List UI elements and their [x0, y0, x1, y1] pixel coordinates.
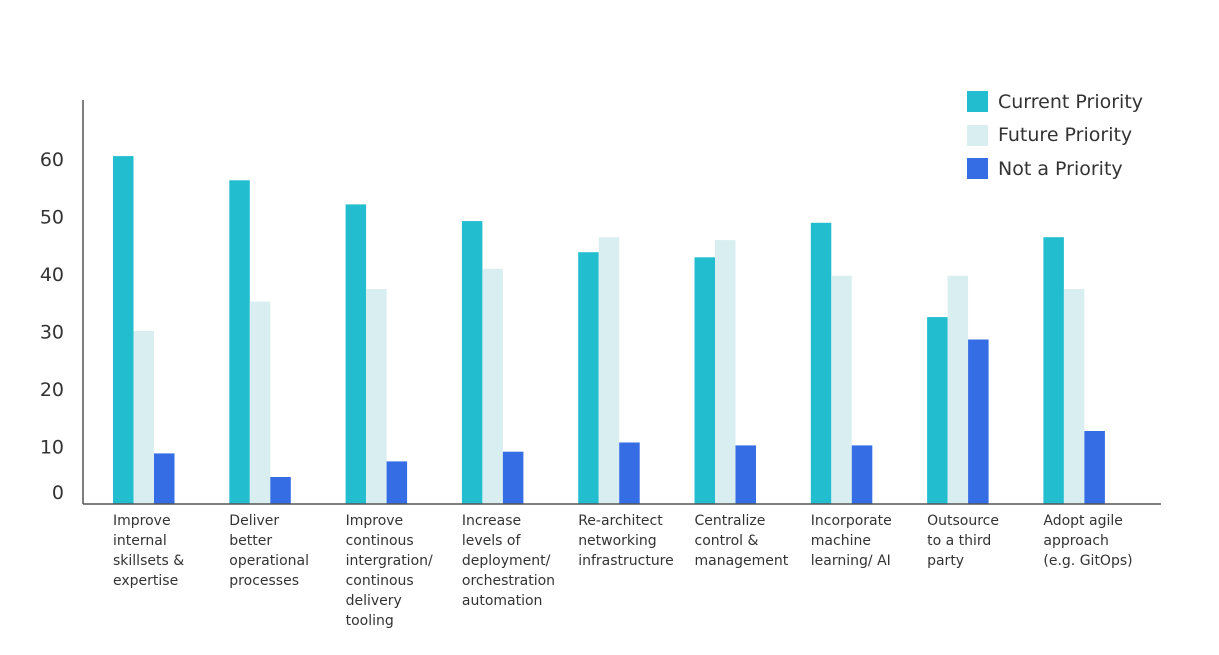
bar-future-priority-5: [598, 237, 620, 504]
bar-current-priority-8: [927, 317, 948, 504]
x-axis-category-label: Improve continous intergration/ continou…: [345, 513, 433, 629]
bar-future-priority-3: [366, 289, 387, 504]
legend-swatch-current-priority: [967, 91, 988, 113]
bar-not-a-priority-7: [851, 445, 873, 504]
bar-future-priority-7: [831, 275, 852, 504]
bar-not-a-priority-9: [1084, 431, 1105, 504]
bar-not-a-priority-3: [386, 461, 408, 504]
bar-not-a-priority-8: [968, 339, 989, 504]
y-tick-label: 10: [40, 437, 64, 459]
bar-future-priority-6: [715, 240, 736, 504]
legend-swatch-not-a-priority: [967, 158, 988, 180]
x-axis-category-label: Incorporate machine learning/ AI: [810, 513, 892, 569]
y-tick-label: 0: [52, 482, 64, 504]
bar-current-priority-9: [1043, 237, 1064, 504]
legend-swatch-future-priority: [967, 124, 988, 146]
legend-label-current-priority: Current Priority: [998, 90, 1144, 113]
bar-current-priority-3: [345, 204, 367, 504]
y-tick-label: 40: [40, 264, 64, 286]
x-axis-category-label: Increase levels of deployment/ orchestra…: [461, 513, 556, 609]
bar-not-a-priority-1: [154, 453, 175, 504]
y-tick-label: 50: [40, 207, 64, 229]
y-axis-ticks: 0 10 20 30 40 50 60: [40, 149, 64, 504]
bar-not-a-priority-4: [502, 451, 524, 504]
legend-item-not-a-priority: Not a Priority: [967, 152, 1143, 186]
legend-item-future-priority: Future Priority: [967, 119, 1143, 153]
legend-item-current-priority: Current Priority: [967, 85, 1143, 119]
bar-future-priority-9: [1063, 289, 1085, 504]
bar-not-a-priority-2: [270, 477, 291, 504]
bar-current-priority-1: [113, 156, 134, 504]
bar-current-priority-4: [461, 221, 483, 504]
bars-group: [113, 156, 1105, 505]
bar-future-priority-2: [249, 301, 271, 504]
legend: Current Priority Future Priority Not a P…: [967, 85, 1143, 186]
bar-current-priority-6: [694, 257, 715, 504]
y-tick-label: 30: [40, 322, 64, 344]
bar-current-priority-2: [229, 180, 250, 505]
x-axis-category-label: Centralize control & management: [694, 513, 789, 569]
x-axis-category-label: Re-architect networking infrastructure: [578, 513, 674, 569]
legend-label-future-priority: Future Priority: [998, 124, 1133, 147]
x-axis-category-label: Deliver better operational processes: [229, 513, 309, 589]
y-tick-label: 60: [40, 149, 64, 171]
x-axis-category-label: Adopt agile approach (e.g. GitOps): [1043, 513, 1133, 569]
bar-future-priority-4: [482, 268, 503, 504]
x-axis-category-label: Outsource to a third party: [927, 513, 999, 569]
y-tick-label: 20: [40, 379, 64, 401]
legend-label-not-a-priority: Not a Priority: [998, 157, 1123, 180]
bar-future-priority-8: [947, 275, 969, 504]
bar-not-a-priority-6: [735, 445, 756, 504]
bar-current-priority-5: [578, 252, 599, 504]
bar-not-a-priority-5: [619, 442, 640, 504]
bar-future-priority-1: [133, 330, 154, 504]
x-axis-category-label: Improve internal skillsets & expertise: [113, 513, 185, 589]
bar-current-priority-7: [810, 222, 832, 505]
